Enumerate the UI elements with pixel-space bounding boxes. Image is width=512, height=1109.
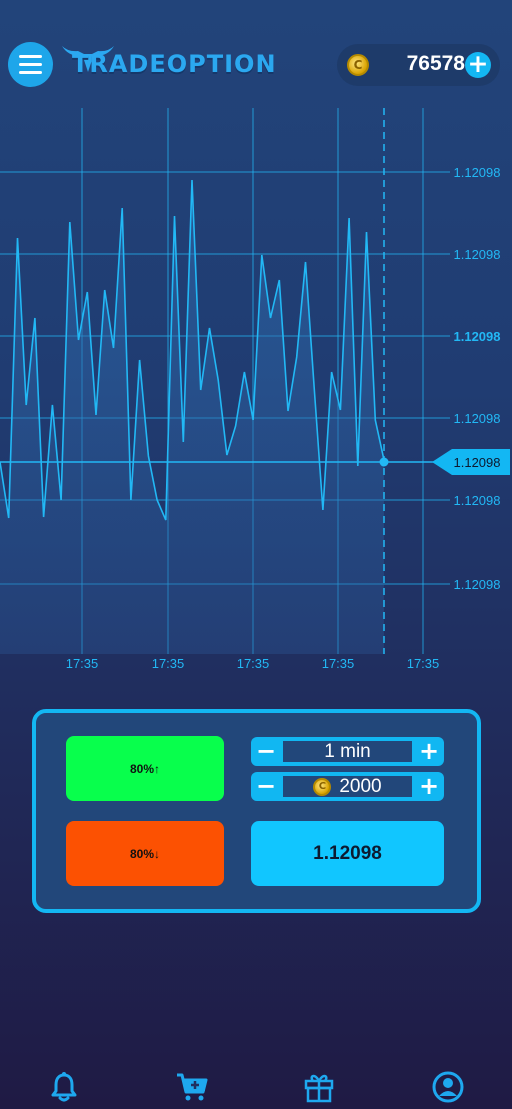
amount-minus-button[interactable]: − bbox=[255, 772, 277, 800]
cart-plus-icon[interactable] bbox=[175, 1070, 209, 1104]
add-funds-button[interactable]: + bbox=[465, 51, 491, 78]
logo-text: TRADEOPTION bbox=[72, 50, 277, 78]
coin-icon: C bbox=[347, 54, 369, 76]
current-price-tag bbox=[432, 449, 510, 475]
y-tick-label: 1.12098 bbox=[454, 411, 501, 426]
menu-button[interactable] bbox=[8, 42, 53, 87]
duration-plus-button[interactable]: + bbox=[418, 737, 440, 765]
current-price-marker: 1.12098 bbox=[0, 108, 510, 654]
gift-icon[interactable] bbox=[302, 1070, 336, 1104]
bottom-navigation bbox=[0, 1060, 512, 1109]
hamburger-menu-icon bbox=[19, 55, 42, 58]
app-logo: TRADEOPTION bbox=[58, 38, 276, 94]
bull-horns-icon bbox=[62, 46, 114, 72]
x-tick-label: 17:35 bbox=[237, 656, 270, 671]
coin-icon: C bbox=[313, 777, 332, 796]
y-axis-labels: 1.12098 1.12098 1.12098 1.12098 1.12098 1.120… bbox=[454, 165, 501, 592]
y-tick-label: 1.12098 bbox=[454, 329, 501, 344]
amount-plus-button[interactable]: + bbox=[418, 772, 440, 800]
call-up-button[interactable]: 80%↑ bbox=[66, 736, 224, 801]
duration-minus-button[interactable]: − bbox=[255, 737, 277, 765]
duration-text: 1 min bbox=[324, 740, 371, 762]
x-tick-label: 17:35 bbox=[322, 656, 355, 671]
x-tick-label: 17:35 bbox=[407, 656, 440, 671]
current-price-dot bbox=[379, 457, 389, 467]
y-tick-label: 1.12098 bbox=[454, 577, 501, 592]
amount-stepper: − C 2000 + bbox=[251, 772, 444, 801]
chart-area-fill bbox=[0, 180, 384, 654]
current-price-display: 1.12098 bbox=[251, 821, 444, 886]
x-tick-label: 17:35 bbox=[152, 656, 185, 671]
amount-text: 2000 bbox=[339, 775, 382, 797]
amount-value[interactable]: C 2000 bbox=[281, 774, 414, 799]
x-axis-labels: 17:35 17:35 17:35 17:35 17:35 bbox=[66, 656, 440, 671]
y-tick-label: 1.12098 bbox=[454, 247, 501, 262]
bell-icon[interactable] bbox=[47, 1070, 81, 1104]
y-tick-label: 1.12098 bbox=[454, 493, 501, 508]
chart-line bbox=[0, 179, 385, 521]
duration-value[interactable]: 1 min bbox=[281, 739, 414, 764]
balance-value: 76578 bbox=[406, 52, 465, 75]
chart-area bbox=[0, 180, 384, 654]
user-profile-icon[interactable] bbox=[431, 1070, 465, 1104]
price-chart-svg: 1.12098 1.12098 1.12098 1.12098 1.12098 1.120… bbox=[0, 108, 510, 671]
put-down-button[interactable]: 80%↓ bbox=[66, 821, 224, 886]
app-header: TRADEOPTION C 76578 + bbox=[0, 0, 512, 110]
price-chart: 1.12098 1.12098 1.12098 1.12098 1.12098 1.120… bbox=[0, 100, 512, 680]
current-price-tag-label: 1.12098 bbox=[454, 455, 501, 470]
y-tick-label: 1.12098 bbox=[454, 165, 501, 180]
price-series-line bbox=[0, 179, 385, 521]
x-tick-label: 17:35 bbox=[66, 656, 99, 671]
duration-stepper: − 1 min + bbox=[251, 737, 444, 766]
